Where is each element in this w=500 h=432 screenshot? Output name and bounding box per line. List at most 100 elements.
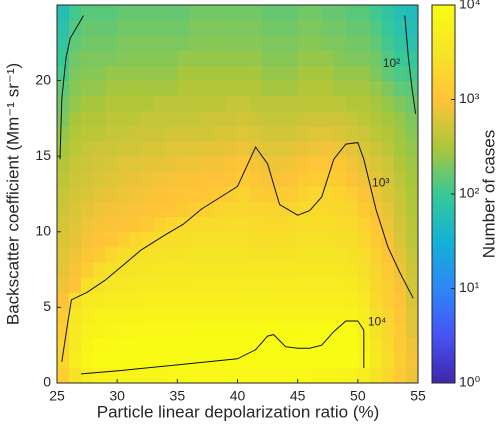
heatmap-cell bbox=[261, 50, 274, 66]
colorbar-segment bbox=[432, 269, 455, 274]
heatmap-cell bbox=[105, 95, 118, 112]
colorbar-segment bbox=[432, 65, 455, 70]
colorbar-segment bbox=[432, 337, 455, 342]
heatmap-cell bbox=[141, 5, 154, 21]
heatmap-cell bbox=[141, 95, 154, 112]
heatmap-cell bbox=[333, 141, 347, 157]
heatmap-cell bbox=[201, 352, 214, 369]
heatmap-cell bbox=[117, 337, 130, 354]
heatmap-cell bbox=[273, 292, 287, 308]
heatmap-cell bbox=[249, 201, 262, 218]
heatmap-cell bbox=[297, 231, 311, 248]
colorbar-segment bbox=[432, 197, 455, 203]
heatmap-cell bbox=[405, 352, 419, 369]
colorbar-segment bbox=[432, 375, 455, 380]
heatmap-cell bbox=[177, 171, 190, 187]
heatmap-cell bbox=[273, 80, 287, 97]
heatmap-cell bbox=[153, 352, 166, 369]
colorbar-tick-label: 10¹ bbox=[459, 279, 480, 295]
heatmap-cell bbox=[165, 171, 178, 187]
heatmap-cell bbox=[117, 65, 130, 81]
contour-label: 10³ bbox=[372, 176, 389, 190]
heatmap-cell bbox=[261, 231, 274, 248]
heatmap-cell bbox=[81, 277, 94, 293]
heatmap-cell bbox=[177, 367, 190, 384]
heatmap-cell bbox=[153, 65, 166, 81]
heatmap-cell bbox=[321, 20, 335, 36]
heatmap-cell bbox=[345, 307, 359, 323]
heatmap-cell bbox=[333, 65, 347, 81]
heatmap-cell bbox=[357, 262, 371, 278]
heatmap-cell bbox=[129, 5, 142, 21]
colorbar-segment bbox=[432, 95, 455, 100]
colorbar-segment bbox=[432, 299, 455, 305]
heatmap-cell bbox=[165, 65, 178, 81]
heatmap-cell bbox=[333, 277, 347, 293]
heatmap-cell bbox=[105, 201, 118, 218]
heatmap-cell bbox=[309, 95, 323, 112]
heatmap-cell bbox=[189, 35, 202, 51]
heatmap-cell bbox=[261, 186, 274, 202]
heatmap-cell bbox=[141, 352, 154, 369]
heatmap-cell bbox=[141, 156, 154, 172]
colorbar-segment bbox=[432, 39, 455, 44]
heatmap-cell bbox=[369, 322, 383, 339]
heatmap-cell bbox=[81, 216, 94, 233]
heatmap-cell bbox=[69, 352, 82, 369]
heatmap-cell bbox=[69, 65, 82, 81]
heatmap-cell bbox=[381, 171, 395, 187]
heatmap-cell bbox=[273, 367, 287, 384]
x-tick-label: 35 bbox=[170, 388, 186, 404]
heatmap-cell bbox=[213, 292, 226, 308]
heatmap-cell bbox=[93, 171, 106, 187]
heatmap-cell bbox=[237, 322, 250, 339]
heatmap-cell bbox=[249, 125, 262, 142]
heatmap-cell bbox=[405, 110, 419, 127]
heatmap-cell bbox=[117, 201, 130, 218]
heatmap-cell bbox=[93, 292, 106, 308]
heatmap-cell bbox=[321, 125, 335, 142]
heatmap-cell bbox=[177, 125, 190, 142]
heatmap-cell bbox=[129, 20, 142, 36]
heatmap-cell bbox=[381, 367, 395, 384]
heatmap-cell bbox=[309, 322, 323, 339]
heatmap-cell bbox=[57, 5, 70, 21]
heatmap-cell bbox=[93, 277, 106, 293]
heatmap-cell bbox=[261, 216, 274, 233]
heatmap-cell bbox=[69, 216, 82, 233]
heatmap-cell bbox=[225, 20, 238, 36]
heatmap-cell bbox=[249, 65, 262, 81]
heatmap-cell bbox=[141, 65, 154, 81]
colorbar-segment bbox=[432, 137, 455, 142]
heatmap-cell bbox=[381, 110, 395, 127]
x-tick-label: 45 bbox=[290, 388, 306, 404]
heatmap-cell bbox=[333, 50, 347, 66]
heatmap-cell bbox=[225, 95, 238, 112]
heatmap-cell bbox=[309, 352, 323, 369]
heatmap-cell bbox=[393, 50, 407, 66]
heatmap-cell bbox=[261, 110, 274, 127]
heatmap-cell bbox=[165, 186, 178, 202]
heatmap-cell bbox=[201, 95, 214, 112]
heatmap-cell bbox=[237, 277, 250, 293]
heatmap-cell bbox=[105, 367, 118, 384]
heatmap-cell bbox=[117, 35, 130, 51]
heatmap-cell bbox=[129, 110, 142, 127]
heatmap-cell bbox=[81, 186, 94, 202]
heatmap-cell bbox=[261, 337, 274, 354]
heatmap-cell bbox=[321, 231, 335, 248]
colorbar-tick-label: 10² bbox=[459, 185, 480, 201]
heatmap-cell bbox=[117, 307, 130, 323]
heatmap-cell bbox=[57, 231, 70, 248]
heatmap-cell bbox=[57, 352, 70, 369]
colorbar-segment bbox=[432, 379, 455, 384]
colorbar-segment bbox=[432, 114, 455, 119]
heatmap-cell bbox=[213, 141, 226, 157]
colorbar-segment bbox=[432, 133, 455, 138]
heatmap-cell bbox=[261, 95, 274, 112]
heatmap-cell bbox=[165, 367, 178, 384]
heatmap-cell bbox=[105, 246, 118, 263]
heatmap-cell bbox=[357, 201, 371, 218]
heatmap-cell bbox=[105, 5, 118, 21]
heatmap-cell bbox=[369, 171, 383, 187]
